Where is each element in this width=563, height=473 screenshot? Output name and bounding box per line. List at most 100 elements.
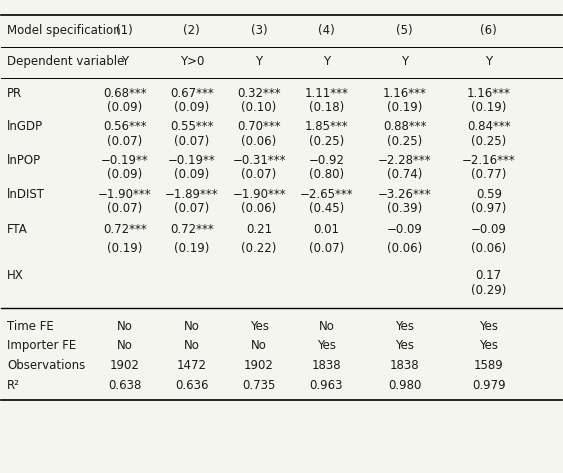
Text: 1.16***: 1.16*** (383, 87, 427, 100)
Text: (0.25): (0.25) (309, 134, 344, 148)
Text: (0.09): (0.09) (174, 168, 209, 182)
Text: −1.89***: −1.89*** (165, 188, 218, 201)
Text: 0.88***: 0.88*** (383, 121, 427, 133)
Text: Yes: Yes (479, 339, 498, 352)
Text: (0.06): (0.06) (242, 202, 277, 215)
Text: 0.72***: 0.72*** (103, 223, 146, 236)
Text: Model specification: Model specification (7, 24, 120, 37)
Text: −1.90***: −1.90*** (233, 188, 286, 201)
Text: R²: R² (7, 378, 20, 392)
Text: (0.45): (0.45) (309, 202, 344, 215)
Text: 1472: 1472 (177, 359, 207, 372)
Text: (6): (6) (480, 24, 497, 37)
Text: 0.67***: 0.67*** (170, 87, 214, 100)
Text: 0.84***: 0.84*** (467, 121, 511, 133)
Text: (0.19): (0.19) (471, 101, 507, 114)
Text: 1838: 1838 (311, 359, 341, 372)
Text: (0.07): (0.07) (107, 134, 142, 148)
Text: 0.59: 0.59 (476, 188, 502, 201)
Text: 0.17: 0.17 (476, 269, 502, 281)
Text: 0.56***: 0.56*** (103, 121, 146, 133)
Text: (0.18): (0.18) (309, 101, 344, 114)
Text: 0.980: 0.980 (388, 378, 422, 392)
Text: 0.68***: 0.68*** (103, 87, 146, 100)
Text: 0.55***: 0.55*** (170, 121, 213, 133)
Text: No: No (117, 320, 132, 333)
Text: (0.22): (0.22) (242, 242, 277, 255)
Text: 0.32***: 0.32*** (237, 87, 281, 100)
Text: −2.28***: −2.28*** (378, 154, 432, 167)
Text: No: No (184, 320, 200, 333)
Text: −2.65***: −2.65*** (300, 188, 353, 201)
Text: (0.07): (0.07) (174, 134, 209, 148)
Text: No: No (184, 339, 200, 352)
Text: Importer FE: Importer FE (7, 339, 76, 352)
Text: lnDIST: lnDIST (7, 188, 45, 201)
Text: (0.07): (0.07) (174, 202, 209, 215)
Text: 1902: 1902 (110, 359, 140, 372)
Text: No: No (251, 339, 267, 352)
Text: 1.16***: 1.16*** (467, 87, 511, 100)
Text: (5): (5) (396, 24, 413, 37)
Text: −0.19**: −0.19** (101, 154, 149, 167)
Text: −0.31***: −0.31*** (233, 154, 286, 167)
Text: (3): (3) (251, 24, 267, 37)
Text: Yes: Yes (317, 339, 336, 352)
Text: (0.06): (0.06) (387, 242, 422, 255)
Text: 0.963: 0.963 (310, 378, 343, 392)
Text: (0.39): (0.39) (387, 202, 422, 215)
Text: (0.07): (0.07) (309, 242, 344, 255)
Text: Y: Y (401, 55, 408, 68)
Text: No: No (319, 320, 334, 333)
Text: (0.29): (0.29) (471, 284, 507, 297)
Text: Y: Y (256, 55, 263, 68)
Text: Yes: Yes (479, 320, 498, 333)
Text: (0.06): (0.06) (471, 242, 506, 255)
Text: (0.77): (0.77) (471, 168, 507, 182)
Text: 0.638: 0.638 (108, 378, 141, 392)
Text: 0.70***: 0.70*** (237, 121, 281, 133)
Text: Yes: Yes (395, 339, 414, 352)
Text: Y: Y (485, 55, 493, 68)
Text: 1838: 1838 (390, 359, 419, 372)
Text: (0.07): (0.07) (107, 202, 142, 215)
Text: (0.25): (0.25) (471, 134, 506, 148)
Text: −2.16***: −2.16*** (462, 154, 516, 167)
Text: −3.26***: −3.26*** (378, 188, 432, 201)
Text: (0.19): (0.19) (387, 101, 422, 114)
Text: −0.19**: −0.19** (168, 154, 216, 167)
Text: (0.09): (0.09) (107, 101, 142, 114)
Text: (0.19): (0.19) (174, 242, 209, 255)
Text: 0.21: 0.21 (246, 223, 272, 236)
Text: 0.735: 0.735 (243, 378, 276, 392)
Text: (2): (2) (184, 24, 200, 37)
Text: Observations: Observations (7, 359, 85, 372)
Text: Y: Y (121, 55, 128, 68)
Text: (0.19): (0.19) (107, 242, 142, 255)
Text: 1.11***: 1.11*** (305, 87, 348, 100)
Text: HX: HX (7, 269, 24, 281)
Text: 0.01: 0.01 (314, 223, 339, 236)
Text: Y>0: Y>0 (180, 55, 204, 68)
Text: 1589: 1589 (474, 359, 504, 372)
Text: 1902: 1902 (244, 359, 274, 372)
Text: 0.979: 0.979 (472, 378, 506, 392)
Text: 1.85***: 1.85*** (305, 121, 348, 133)
Text: 0.636: 0.636 (175, 378, 209, 392)
Text: (0.10): (0.10) (242, 101, 277, 114)
Text: lnGDP: lnGDP (7, 121, 43, 133)
Text: (0.80): (0.80) (309, 168, 344, 182)
Text: (0.07): (0.07) (242, 168, 277, 182)
Text: Time FE: Time FE (7, 320, 53, 333)
Text: PR: PR (7, 87, 22, 100)
Text: (0.97): (0.97) (471, 202, 507, 215)
Text: −0.92: −0.92 (309, 154, 345, 167)
Text: lnPOP: lnPOP (7, 154, 41, 167)
Text: No: No (117, 339, 132, 352)
Text: (0.06): (0.06) (242, 134, 277, 148)
Text: −1.90***: −1.90*** (98, 188, 151, 201)
Text: 0.72***: 0.72*** (170, 223, 214, 236)
Text: (1): (1) (117, 24, 133, 37)
Text: −0.09: −0.09 (471, 223, 507, 236)
Text: Y: Y (323, 55, 330, 68)
